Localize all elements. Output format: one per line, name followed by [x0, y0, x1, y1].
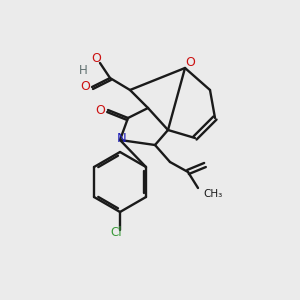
Text: O: O	[80, 80, 90, 92]
Text: N: N	[117, 133, 127, 146]
Text: CH₃: CH₃	[203, 189, 222, 199]
Text: O: O	[91, 52, 101, 65]
Text: O: O	[95, 104, 105, 118]
Text: H: H	[79, 64, 87, 76]
Text: O: O	[185, 56, 195, 68]
Text: Cl: Cl	[110, 226, 122, 239]
